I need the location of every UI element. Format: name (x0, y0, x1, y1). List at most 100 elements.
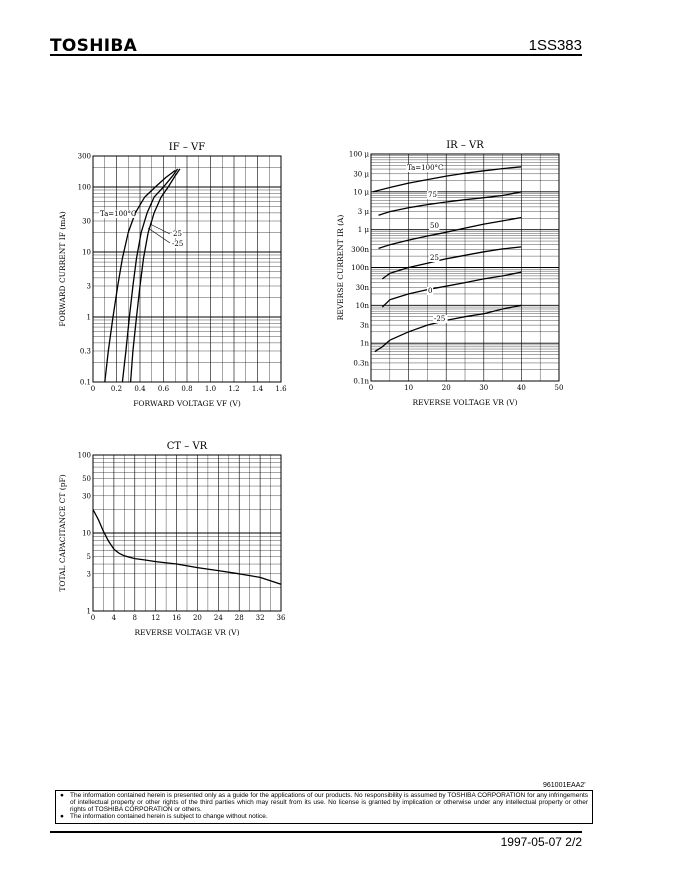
curve-label: Ta=100°C (407, 164, 443, 172)
x-tick-label: 0.2 (111, 385, 122, 393)
y-tick-label: 100 (78, 184, 91, 192)
series-line (374, 304, 522, 353)
y-tick-label: 1n (360, 340, 369, 348)
curve-label: 25 (430, 254, 439, 262)
plot-frame (92, 454, 282, 612)
curve-label: 75 (428, 191, 437, 199)
chart-if-vf: 0 0.2 0.4 0.6 0.8 1.0 1.2 1.4 1.6 0.1 0.3 1 3 10 30 100… (58, 142, 287, 408)
curve-label: 0 (428, 287, 432, 295)
y-tick-label: 300n (351, 246, 369, 254)
x-tick-label: 0 (91, 614, 95, 622)
y-tick-label: 50 (82, 475, 91, 483)
y-tick-label: 30n (356, 284, 370, 292)
x-tick-label: 20 (442, 384, 451, 392)
bullet-icon: ● (60, 813, 64, 820)
annotation-leader (149, 223, 171, 235)
y-tick-label: 10 (82, 530, 91, 538)
chart-title: CT – VR (167, 441, 208, 452)
x-tick-label: 10 (404, 384, 413, 392)
x-tick-label: 8 (133, 614, 137, 622)
x-tick-label: 24 (214, 614, 223, 622)
y-tick-label: 100 μ (349, 151, 370, 159)
curve-label: Ta=100°C (100, 210, 136, 218)
x-tick-label: 30 (479, 384, 488, 392)
y-tick-label: 1 μ (358, 226, 370, 234)
x-tick-label: 1.0 (205, 385, 216, 393)
disclaimer-item: ● The information contained herein is pr… (60, 792, 588, 813)
chart-ir-vr: 0 10 20 30 40 50 0.1n 0.3n 1n 3n 10n 30n 100n 300n 1 μ… (336, 140, 563, 407)
date-page: 1997-05-07 2/2 (500, 835, 582, 849)
y-tick-label: 10 μ (353, 188, 369, 196)
part-number: 1SS383 (528, 37, 582, 54)
y-tick-label: 1 (87, 608, 91, 616)
disclaimer-box: ● The information contained herein is pr… (55, 790, 593, 824)
y-tick-label: 0.3 (80, 347, 91, 355)
y-tick-label: 3 μ (358, 208, 370, 216)
series-line (381, 271, 522, 308)
y-axis-label: REVERSE CURRENT IR (A) (336, 215, 345, 321)
plot-frame (92, 155, 282, 383)
header-rule (50, 54, 582, 56)
x-tick-label: 36 (277, 614, 286, 622)
series-line (381, 246, 522, 280)
y-tick-label: 0.1n (353, 378, 369, 386)
y-tick-label: 3n (360, 322, 369, 330)
chart-title: IF – VF (169, 142, 205, 153)
x-tick-label: 0.4 (134, 385, 146, 393)
x-axis-label: REVERSE VOLTAGE VR (V) (134, 628, 239, 637)
annotation-bg (406, 164, 442, 172)
disclaimer-text: The information contained herein is subj… (70, 813, 268, 820)
y-tick-label: 30 μ (353, 170, 369, 178)
annotation-bg (172, 230, 183, 238)
x-tick-label: 20 (193, 614, 202, 622)
annotation-bg (433, 315, 448, 323)
x-tick-label: 4 (112, 614, 117, 622)
x-tick-label: 1.2 (228, 385, 239, 393)
x-tick-label: 32 (256, 614, 265, 622)
curve-label: 25 (173, 230, 182, 238)
curve-label: -25 (172, 240, 183, 248)
plot-frame (370, 153, 560, 382)
curve-label: 50 (430, 222, 439, 230)
x-tick-label: 50 (555, 384, 564, 392)
series-line (378, 216, 522, 250)
annotation-bg (171, 240, 186, 248)
series-line (129, 168, 181, 383)
disclaimer-text: The information contained herein is pres… (70, 792, 588, 813)
x-tick-label: 12 (151, 614, 160, 622)
y-tick-label: 30 (82, 492, 91, 500)
annotation-bg (429, 254, 440, 262)
y-tick-label: 3 (87, 570, 91, 578)
annotation-bg (429, 222, 440, 230)
y-tick-label: 10 (82, 249, 91, 257)
series-line (372, 166, 522, 193)
y-tick-label: 30 (82, 217, 91, 225)
chart-ct-vr: 0 4 8 12 16 20 24 28 32 36 1 3 5 10 30 50 100 CT – VR REVE… (58, 441, 286, 637)
x-tick-label: 1.6 (275, 385, 287, 393)
document-code: 961001EAA2' (543, 782, 586, 789)
x-axis-label: REVERSE VOLTAGE VR (V) (412, 398, 517, 407)
annotation-bg (427, 191, 438, 199)
y-tick-label: 1 (87, 314, 91, 322)
y-tick-label: 100n (351, 264, 369, 272)
x-tick-label: 16 (172, 614, 181, 622)
series-line (378, 191, 522, 216)
x-tick-label: 40 (517, 384, 526, 392)
y-tick-label: 0.3n (353, 359, 369, 367)
chart-title: IR – VR (446, 140, 484, 151)
x-tick-label: 0 (369, 384, 373, 392)
bullet-icon: ● (60, 792, 64, 799)
series-line (121, 168, 179, 383)
series-line (92, 509, 282, 585)
y-tick-label: 5 (87, 553, 91, 561)
series-line (104, 169, 176, 383)
x-tick-label: 1.4 (252, 385, 264, 393)
curve-label: -25 (434, 315, 445, 323)
y-tick-label: 100 (78, 452, 91, 460)
y-axis-label: TOTAL CAPACITANCE CT (pF) (58, 474, 67, 591)
x-tick-label: 0 (91, 385, 95, 393)
y-tick-label: 0.1 (80, 379, 91, 387)
y-tick-label: 3 (87, 282, 91, 290)
y-tick-label: 10n (356, 302, 370, 310)
